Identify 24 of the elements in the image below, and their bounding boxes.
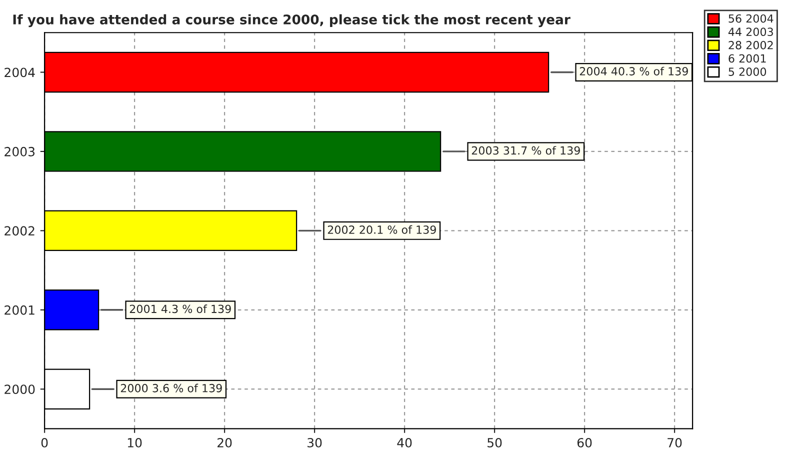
chart-title: If you have attended a course since 2000, please tick the most recent year bbox=[13, 14, 570, 28]
y-tick-label: 2001 bbox=[4, 305, 34, 315]
x-tick-label: 70 bbox=[668, 438, 682, 448]
y-tick-label: 2003 bbox=[4, 146, 35, 156]
annotation: 2002 20.1 % of 139 bbox=[328, 225, 436, 234]
x-tick-label: 50 bbox=[488, 438, 502, 448]
x-tick-label: 40 bbox=[397, 438, 412, 448]
x-tick-label: 20 bbox=[218, 438, 232, 448]
annotation: 2000 3.6 % of 139 bbox=[120, 384, 222, 392]
annotation: 2003 31.7 % of 139 bbox=[472, 146, 580, 155]
legend-label: 56 2004 bbox=[728, 14, 774, 23]
x-tick-label: 0 bbox=[41, 438, 48, 448]
annotation: 2001 4.3 % of 139 bbox=[130, 304, 231, 314]
annotation: 2004 40.3 % of 139 bbox=[580, 66, 688, 76]
y-tick-label: 2000 bbox=[4, 384, 35, 394]
y-tick-label: 2002 bbox=[4, 226, 34, 236]
legend-label: 5 2000 bbox=[728, 68, 766, 76]
legend-label: 44 2003 bbox=[728, 28, 773, 36]
legend-label: 28 2002 bbox=[728, 40, 773, 50]
legend-label: 6 2001 bbox=[728, 54, 766, 63]
x-tick-label: 60 bbox=[577, 438, 592, 448]
x-tick-label: 10 bbox=[128, 438, 142, 448]
x-tick-label: 30 bbox=[308, 438, 322, 448]
y-tick-label: 2004 bbox=[4, 68, 35, 78]
